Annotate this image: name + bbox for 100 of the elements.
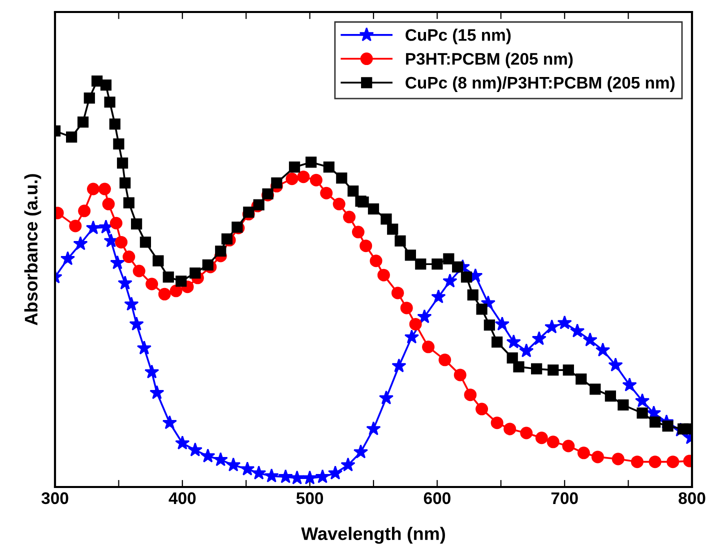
point (648, 456, 662, 468)
point (352, 226, 364, 238)
point (240, 461, 255, 476)
point (278, 469, 293, 484)
point (400, 302, 413, 314)
point (102, 198, 115, 210)
x-tick-label: 400 (168, 492, 196, 504)
point (535, 432, 548, 444)
point (438, 354, 452, 366)
point (476, 402, 488, 416)
point (366, 421, 381, 436)
point (506, 334, 521, 348)
point (464, 388, 477, 402)
point (104, 233, 118, 248)
point (286, 172, 298, 186)
point (392, 358, 406, 372)
point (86, 220, 101, 234)
point (110, 255, 125, 270)
point (315, 469, 330, 484)
legend-label: CuPc (8 nm)/P3HT:PCBM (205 nm) (406, 76, 675, 92)
point (170, 284, 182, 298)
x-tick-label: 500 (296, 492, 324, 504)
point (504, 422, 516, 436)
point (666, 456, 680, 468)
point (442, 274, 458, 288)
point (98, 220, 114, 234)
point (162, 415, 177, 430)
point (404, 330, 420, 344)
point (570, 323, 585, 338)
point (328, 466, 343, 480)
point (596, 342, 610, 356)
point (297, 170, 310, 184)
point (302, 470, 318, 484)
point (60, 251, 76, 266)
point (562, 440, 575, 452)
point (264, 468, 279, 482)
legend-label: CuPc (15 nm) (406, 28, 511, 44)
point (391, 286, 404, 300)
point (360, 240, 372, 252)
point (188, 442, 202, 456)
point (520, 426, 533, 440)
point (612, 452, 624, 466)
point (73, 236, 88, 250)
point (144, 364, 160, 378)
point (608, 358, 623, 372)
point (532, 331, 546, 346)
point (226, 457, 241, 472)
point (377, 268, 390, 282)
point (175, 436, 190, 450)
point (544, 319, 560, 334)
point (417, 309, 432, 324)
point (353, 444, 368, 458)
point (129, 316, 144, 331)
point (320, 186, 333, 200)
point (422, 340, 435, 354)
point (86, 182, 100, 196)
point (630, 456, 644, 468)
point (290, 470, 304, 484)
x-tick-label: 600 (424, 492, 450, 504)
x-tick-label: 700 (551, 492, 578, 504)
point (343, 210, 356, 224)
point (519, 343, 534, 358)
point (622, 377, 637, 392)
point (114, 236, 128, 248)
point (213, 452, 228, 466)
point (340, 457, 356, 472)
point (136, 340, 152, 354)
point (98, 182, 111, 196)
point (378, 390, 394, 404)
point (158, 288, 171, 300)
point (78, 204, 91, 218)
point (591, 450, 604, 464)
point (577, 446, 590, 460)
point (582, 332, 598, 346)
y-axis-title: Absorbance (a.u.) (24, 174, 42, 326)
legend-label: P3HT:PCBM (205 nm) (406, 52, 573, 68)
point (431, 289, 446, 304)
point (494, 316, 510, 331)
point (635, 393, 650, 408)
point (332, 198, 346, 210)
point (132, 264, 146, 278)
point (118, 276, 132, 290)
point (122, 250, 136, 264)
x-axis-title: Wavelength (nm) (301, 526, 445, 544)
point (124, 296, 139, 311)
x-tick-label: 300 (41, 492, 68, 504)
x-tick-label: 800 (678, 492, 706, 504)
point (546, 436, 560, 448)
point (409, 318, 422, 330)
point (146, 278, 158, 290)
point (200, 448, 216, 462)
point (370, 254, 382, 268)
point (69, 220, 82, 232)
point (557, 315, 572, 330)
point (150, 385, 164, 400)
point (310, 174, 322, 186)
point (252, 466, 266, 480)
point (454, 368, 466, 382)
point (110, 216, 122, 230)
point (490, 416, 504, 430)
